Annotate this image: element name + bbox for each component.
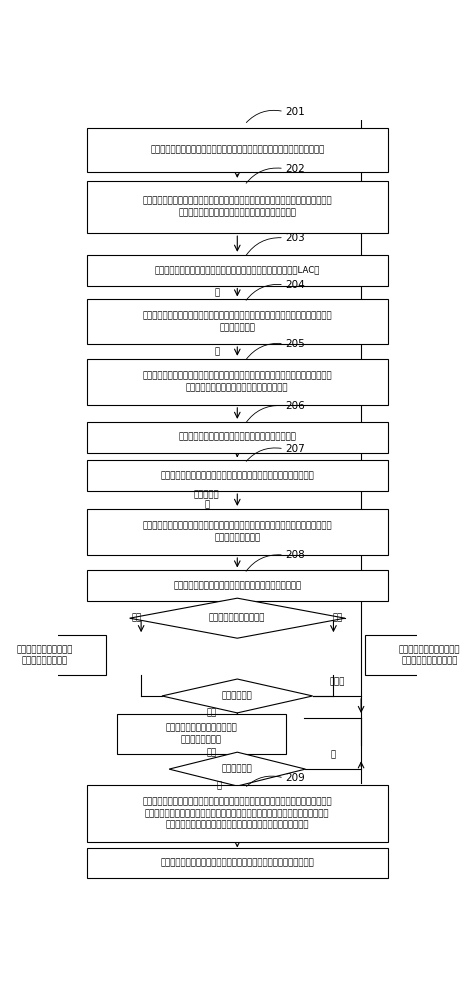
Text: 主、被叫终端的迁移标识: 主、被叫终端的迁移标识 [209,614,265,623]
Text: 根据所接入的移动交换中心信息，判断主、被叫终端接入的是否为同一区域池内的不
同移动交换中心: 根据所接入的移动交换中心信息，判断主、被叫终端接入的是否为同一区域池内的不 同移… [143,312,332,332]
Text: 206: 206 [286,401,306,411]
Text: 获取各终端之间的呼叫信息，为产生所述呼叫信息的终端各分配一个迁移标识: 获取各终端之间的呼叫信息，为产生所述呼叫信息的终端各分配一个迁移标识 [150,146,325,155]
Text: 202: 202 [286,164,306,174]
Text: 符合启动条
件: 符合启动条 件 [194,490,219,510]
Text: 205: 205 [286,339,306,349]
Text: 根据主、被叫终端迁移标识
的大小差别关系进行迁移: 根据主、被叫终端迁移标识 的大小差别关系进行迁移 [399,645,460,665]
Text: 符合迁移规则: 符合迁移规则 [222,691,253,700]
Text: 是: 是 [215,347,220,356]
Text: 确定所述主、被叫终端为待迁移终端，并将待迁移终端的标识以及待迁移终端当前接
入的移动交换中心的标识存储在待迁移列表中: 确定所述主、被叫终端为待迁移终端，并将待迁移终端的标识以及待迁移终端当前接 入的… [143,372,332,392]
Text: 是: 是 [215,288,220,297]
Text: 204: 204 [286,280,306,290]
Text: 208: 208 [286,550,306,560]
FancyBboxPatch shape [87,509,388,555]
Text: 203: 203 [286,233,306,243]
Text: 对进入准备迁移序列的主、被叫终端进行迁移规则的判定: 对进入准备迁移序列的主、被叫终端进行迁移规则的判定 [173,581,301,590]
Text: 根据主、被叫终端分配的
序号的奇偶进行迁移: 根据主、被叫终端分配的 序号的奇偶进行迁移 [17,645,73,665]
Text: 在终端迁移成功后，可以更新并保存为主、被叫终端分配的迁移标识: 在终端迁移成功后，可以更新并保存为主、被叫终端分配的迁移标识 [160,859,314,868]
Text: 许可: 许可 [207,748,217,757]
FancyBboxPatch shape [87,570,388,601]
FancyBboxPatch shape [445,758,463,783]
Polygon shape [169,752,306,786]
FancyBboxPatch shape [445,716,463,745]
FancyBboxPatch shape [117,714,286,754]
Text: 统计设定时间段内，所述主、被叫终端间的通话次数: 统计设定时间段内，所述主、被叫终端间的通话次数 [178,433,296,442]
FancyBboxPatch shape [87,255,388,286]
FancyBboxPatch shape [365,635,463,675]
Text: 根据主、被叫终端的标识和当前接入的移动交换中心的标识之间的对应关系，向区域
池内，被叫终端接入的移动交换中心下发迁移指令，接收到迁移指令的移动交换中
心根据迁移: 根据主、被叫终端的标识和当前接入的移动交换中心的标识之间的对应关系，向区域 池内… [143,798,332,830]
Text: 迁移时间判定: 迁移时间判定 [222,765,253,774]
FancyBboxPatch shape [87,359,388,405]
Text: 不同: 不同 [332,614,343,623]
Text: 是: 是 [217,781,222,790]
FancyBboxPatch shape [87,785,388,842]
Text: 根据主、被叫终端的位置信息，判断主、被叫终端是否位于同一LAC下: 根据主、被叫终端的位置信息，判断主、被叫终端是否位于同一LAC下 [155,266,320,275]
Text: 相同: 相同 [131,614,142,623]
Text: 根据预先设定的启动迁移条件对迁移列表中的主、被叫终端进行判定: 根据预先设定的启动迁移条件对迁移列表中的主、被叫终端进行判定 [160,471,314,480]
Polygon shape [130,598,345,638]
Text: 不允许: 不允许 [329,678,344,687]
FancyBboxPatch shape [87,128,388,172]
Text: 允许: 允许 [207,709,217,718]
FancyBboxPatch shape [87,181,388,233]
Text: 从所述获取的呼叫信息中查询出某一主、被叫终端之间的呼叫信息，进而从中确定主
、被叫终端的位置信息和所接入的移动交换中心信息: 从所述获取的呼叫信息中查询出某一主、被叫终端之间的呼叫信息，进而从中确定主 、被… [143,197,332,217]
FancyBboxPatch shape [87,460,388,491]
FancyBboxPatch shape [87,299,388,344]
Text: 207: 207 [286,444,306,454]
Text: 201: 201 [286,107,306,117]
Text: 将待迁移列表中主、被叫终端的标识放置在准备迁移序列中，并为根据主、被叫终端
共同分配一个索引号: 将待迁移列表中主、被叫终端的标识放置在准备迁移序列中，并为根据主、被叫终端 共同… [143,522,332,542]
Text: 移动交换中心根据自身的负载容
量进行迁移的判定: 移动交换中心根据自身的负载容 量进行迁移的判定 [166,723,237,744]
FancyBboxPatch shape [0,635,106,675]
Polygon shape [162,679,313,713]
FancyBboxPatch shape [87,422,388,453]
Text: 209: 209 [286,773,306,783]
FancyBboxPatch shape [87,848,388,878]
Text: 否: 否 [331,751,336,760]
